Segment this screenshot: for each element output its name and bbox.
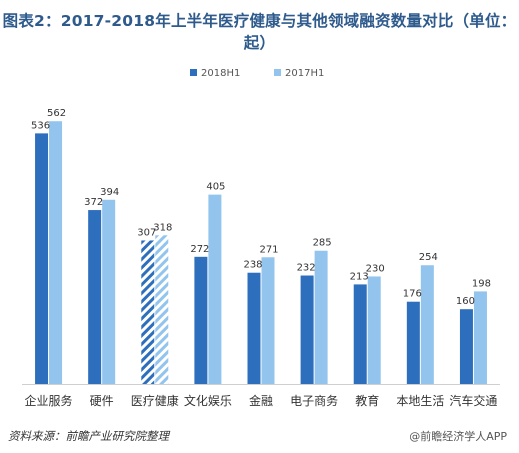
bar-2018h1-3 bbox=[194, 256, 208, 384]
value-label-2017h1-4: 271 bbox=[259, 244, 278, 255]
category-label-6: 教育 bbox=[355, 393, 379, 408]
bar-2018h1-1 bbox=[88, 210, 102, 384]
value-label-2017h1-6: 230 bbox=[366, 263, 385, 274]
value-label-2018h1-5: 232 bbox=[297, 263, 316, 274]
value-label-2018h1-1: 372 bbox=[84, 197, 103, 208]
value-label-2018h1-8: 160 bbox=[456, 296, 475, 307]
value-label-2017h1-7: 254 bbox=[419, 252, 438, 263]
bar-2018h1-4 bbox=[247, 272, 261, 384]
category-label-3: 文化娱乐 bbox=[184, 393, 232, 408]
legend-label-1: 2017H1 bbox=[285, 68, 324, 79]
bar-2017h1-6 bbox=[367, 276, 381, 384]
category-label-8: 汽车交通 bbox=[449, 393, 497, 408]
value-label-2017h1-1: 394 bbox=[100, 187, 119, 198]
bar-2018h1-2 bbox=[141, 240, 155, 384]
bar-2017h1-4 bbox=[261, 257, 275, 384]
value-label-2017h1-0: 562 bbox=[47, 108, 66, 119]
value-label-2018h1-0: 536 bbox=[31, 120, 50, 131]
bar-2018h1-6 bbox=[353, 284, 367, 384]
bar-2017h1-2 bbox=[155, 235, 169, 384]
value-label-2017h1-5: 285 bbox=[313, 238, 332, 249]
bar-2018h1-5 bbox=[300, 275, 314, 384]
bar-2018h1-8 bbox=[459, 309, 473, 384]
bar-2018h1-0 bbox=[35, 133, 49, 384]
value-label-2018h1-4: 238 bbox=[243, 260, 262, 271]
value-label-2018h1-2: 307 bbox=[137, 227, 156, 238]
category-label-2: 医疗健康 bbox=[131, 393, 179, 408]
value-label-2018h1-3: 272 bbox=[190, 244, 209, 255]
category-label-1: 硬件 bbox=[90, 394, 114, 408]
bar-2017h1-7 bbox=[420, 265, 434, 384]
value-label-2017h1-2: 318 bbox=[153, 222, 172, 233]
legend-label-0: 2018H1 bbox=[201, 68, 240, 79]
bar-2018h1-7 bbox=[406, 301, 420, 384]
legend-swatch-0 bbox=[190, 69, 197, 76]
value-label-2017h1-3: 405 bbox=[206, 182, 225, 193]
category-label-4: 金融 bbox=[249, 393, 273, 408]
category-label-7: 本地生活 bbox=[396, 394, 444, 408]
category-label-5: 电子商务 bbox=[290, 393, 338, 408]
bar-2017h1-3 bbox=[208, 194, 222, 384]
bar-2017h1-8 bbox=[473, 291, 487, 384]
bar-2017h1-5 bbox=[314, 250, 328, 384]
bar-2017h1-1 bbox=[102, 199, 116, 384]
bar-2017h1-0 bbox=[49, 121, 63, 384]
value-label-2017h1-8: 198 bbox=[472, 278, 491, 289]
watermark-logo: @前瞻经济学人APP bbox=[409, 430, 507, 443]
category-labels: 企业服务 硬件 医疗健康 文化娱乐 金融 电子商务 教育 本地生活 汽车交通 bbox=[25, 393, 498, 408]
legend-swatch-1 bbox=[274, 69, 281, 76]
source-note: 资料来源：前瞻产业研究院整理 bbox=[8, 429, 169, 443]
category-label-0: 企业服务 bbox=[25, 393, 73, 408]
bars bbox=[35, 121, 487, 384]
legend: 2018H1 2017H1 bbox=[190, 68, 324, 79]
value-label-2018h1-6: 213 bbox=[350, 271, 369, 282]
chart-title: 图表2：2017-2018年上半年医疗健康与其他领域融资数量对比（单位：起） bbox=[2, 12, 517, 52]
value-labels: 5365623723943073182724052382712322852132… bbox=[31, 108, 491, 307]
value-label-2018h1-7: 176 bbox=[403, 289, 422, 300]
